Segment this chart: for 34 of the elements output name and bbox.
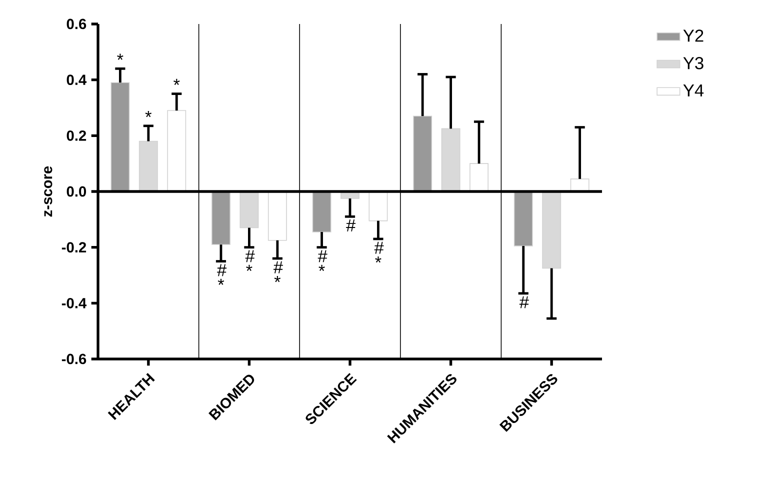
- data-label: *: [145, 111, 152, 118]
- bar: [240, 191, 259, 228]
- data-label: #: [346, 220, 356, 232]
- data-label: # *: [245, 250, 255, 271]
- legend-label: Y4: [683, 84, 704, 96]
- data-label: # *: [318, 250, 328, 271]
- legend-label: Y3: [683, 57, 704, 70]
- data-label: # *: [274, 261, 283, 282]
- y-tick-label: 0.4: [66, 74, 87, 86]
- bar: [441, 128, 460, 192]
- y-tick-label: -0.6: [62, 354, 86, 364]
- bar: [167, 110, 186, 192]
- bar: [110, 82, 130, 192]
- data-label: *: [117, 54, 124, 60]
- data-label: # *: [217, 264, 227, 285]
- y-tick-label: 0.2: [66, 130, 86, 141]
- y-tick-label: -0.4: [62, 298, 87, 308]
- bar: [138, 140, 158, 192]
- bar: [368, 191, 388, 222]
- bar: [470, 163, 488, 192]
- bar: [268, 191, 287, 241]
- y-tick-label: -0.2: [62, 242, 86, 253]
- data-label: *: [174, 78, 180, 86]
- bar: [312, 191, 332, 232]
- legend-label: Y2: [683, 30, 704, 42]
- bar: [413, 116, 432, 192]
- y-tick-label: 0.6: [66, 18, 86, 30]
- bar: [514, 191, 533, 246]
- y-axis-title: z-score: [44, 166, 52, 217]
- data-label: # *: [374, 242, 384, 263]
- bar: [212, 191, 230, 245]
- bar: [542, 191, 562, 269]
- data-label: #: [519, 296, 529, 308]
- y-tick-label: 0.0: [66, 186, 86, 197]
